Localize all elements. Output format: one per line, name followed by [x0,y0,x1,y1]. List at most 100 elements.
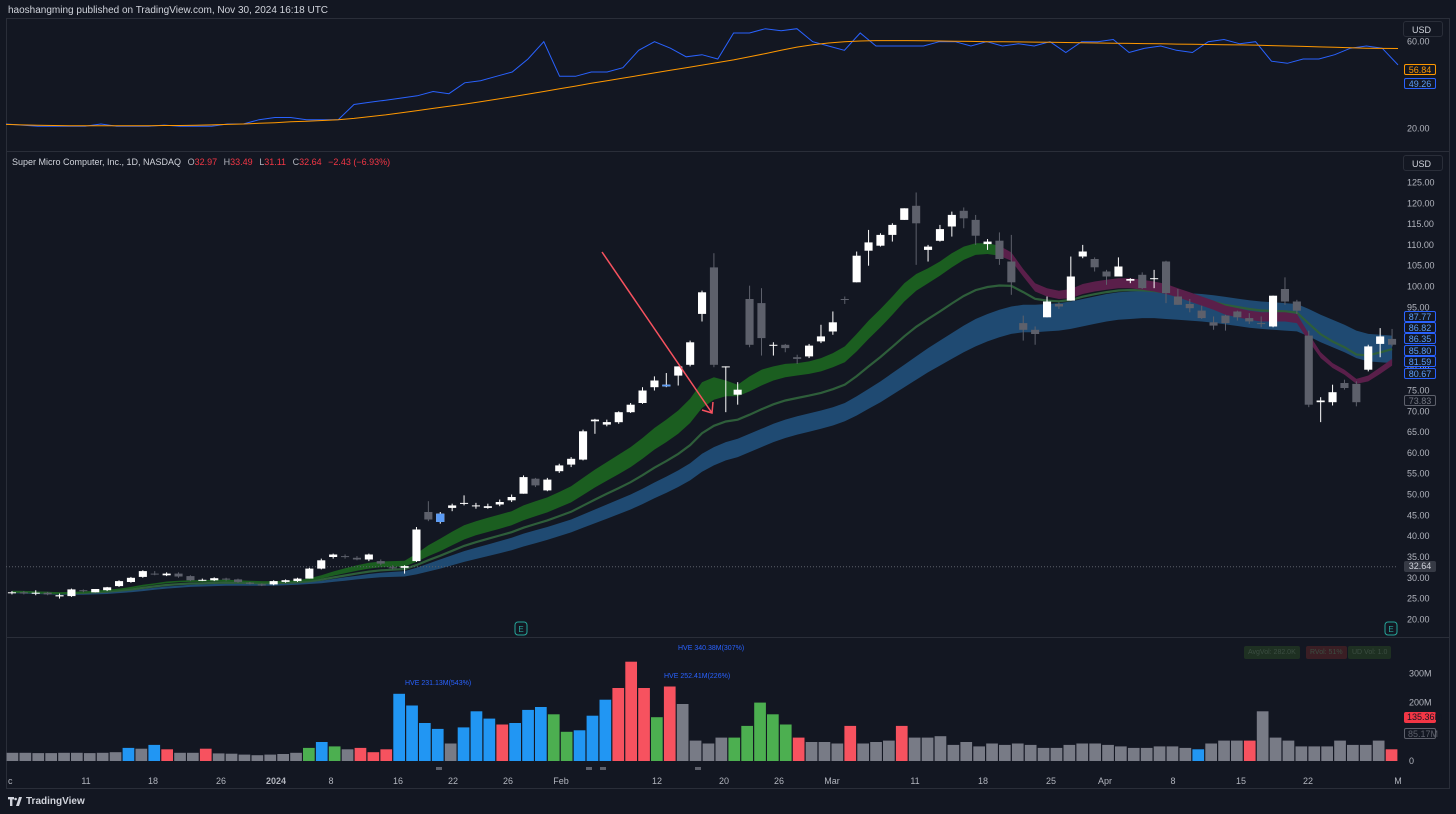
volume-bar-30 [393,693,405,761]
low-label: L [259,157,265,167]
volume-bar-7 [96,752,109,761]
candle-body [1352,383,1361,403]
candle-body [1364,346,1373,370]
candle-94 [1126,278,1135,284]
volume-bar-89 [1153,746,1166,761]
candle-114 [1364,344,1373,372]
volume-bar-1 [19,752,32,761]
x-axis-tick-19: 15 [1236,776,1246,786]
candle-body [828,322,837,332]
ma-value-tag-2: 86.35 [1404,332,1436,344]
candle-26 [317,558,326,570]
candle-body [388,567,397,569]
candle-body [1102,271,1111,277]
candle-98 [1173,288,1182,305]
candle-body [471,505,480,507]
volume-bar-62 [805,742,818,761]
symbol-name[interactable]: Super Micro Computer, Inc., 1D, NASDAQ [12,157,182,167]
x-axis-tick-10: 12 [652,776,662,786]
volume-bar-25 [328,746,341,761]
tradingview-logo-icon [8,797,22,806]
volume-bar-73 [947,744,960,761]
candle-body [1138,274,1147,289]
ma-value-tag-5: 80.67 [1404,367,1436,379]
volume-bar-95 [1231,740,1243,761]
candle-12 [150,571,159,576]
volume-bar-75 [973,746,985,761]
volume-bar-44 [573,730,586,761]
volume-bar-61 [792,737,805,761]
candle-body [579,431,588,460]
price-axis-tick-20: 25.00 [1407,594,1430,604]
candle-71 [852,251,861,283]
volume-bar-74 [960,742,973,761]
x-axis-tick-18: 8 [1170,776,1175,786]
candle-body [1280,289,1289,302]
candle-90 [1078,244,1087,259]
x-axis-tick-1: 11 [81,776,90,786]
candle-body [531,478,540,486]
volume-bar-39 [509,723,521,761]
candle-body [543,479,552,491]
volume-bar-51 [663,686,676,761]
candle-63 [757,288,766,356]
volume-bar-31 [406,705,418,761]
candle-88 [1054,302,1063,309]
volume-bar-12 [161,749,173,761]
candle-body [781,344,790,349]
candle-83 [995,232,1004,265]
candle-32 [388,565,397,570]
top-axis-tick-2: 20.00 [1407,123,1430,133]
candle-111 [1328,384,1337,406]
candle-79 [947,211,956,237]
volume-bar-64 [831,743,844,761]
earnings-marker-0 [514,621,528,636]
volume-axis-tick-0: 300M [1409,668,1432,678]
volume-tag-current: 135.36M [1404,711,1442,723]
volume-bar-15 [199,748,212,761]
event-tick-2 [600,767,606,770]
price-axis-tick-12: 65.00 [1407,427,1430,437]
volume-bar-10 [135,748,148,761]
currency-button-top[interactable]: USD [1403,21,1443,37]
candle-38 [460,495,469,506]
volume-bar-98 [1269,737,1282,761]
candle-body [1043,301,1052,318]
candle-body [115,581,124,587]
volume-bar-27 [354,747,367,761]
close-value: 32.64 [299,157,322,167]
volume-bar-2 [32,753,45,761]
candle-body [912,205,921,224]
volume-bar-91 [1179,747,1192,761]
volume-bar-41 [535,707,547,761]
x-axis-tick-17: Apr [1098,776,1112,786]
candle-body [400,566,409,568]
candle-9 [115,580,124,587]
volume-bar-36 [470,711,483,761]
candle-112 [1340,379,1349,390]
volume-bar-85 [1102,744,1114,761]
footer-brand[interactable]: TradingView [8,796,85,807]
candle-body [1257,323,1266,325]
candle-body [269,581,278,585]
candle-body [1388,338,1397,345]
volume-axis-tick-3: 0 [1409,756,1414,766]
candle-95 [1138,272,1147,289]
candle-body [852,255,861,283]
candle-body [1316,400,1325,403]
candle-body [1328,392,1337,403]
candle-body [138,571,147,577]
currency-button-main[interactable]: USD [1403,155,1443,171]
candle-85 [1019,315,1028,341]
volume-tag-avg: 85.17M [1404,727,1438,739]
x-axis-tick-7: 22 [448,776,458,786]
price-axis-tick-3: 110.00 [1407,240,1434,250]
candle-14 [174,572,183,578]
candle-body [805,345,814,357]
candle-body [1245,318,1254,322]
candle-body [519,477,528,494]
volume-bar-55 [715,737,728,761]
volume-bar-16 [212,753,225,761]
candle-body [983,241,992,245]
